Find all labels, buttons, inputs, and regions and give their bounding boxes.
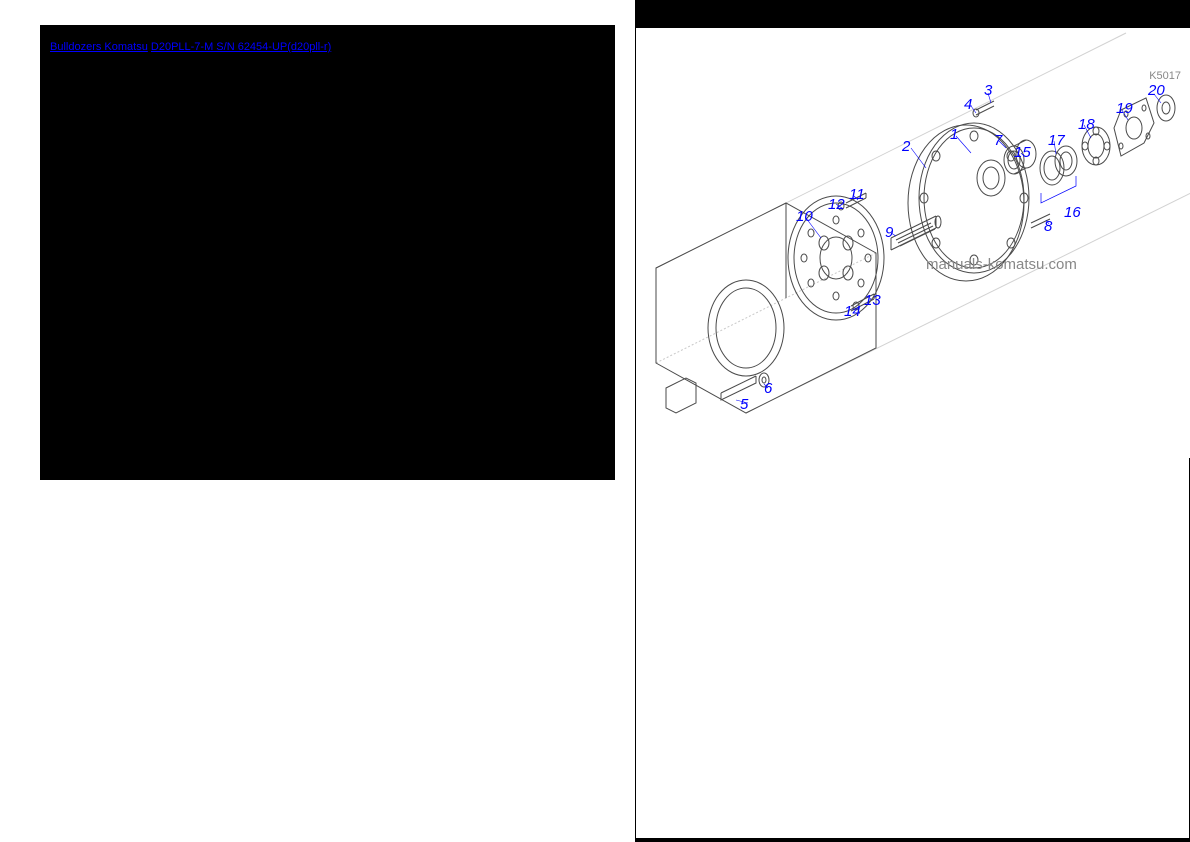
header-bar bbox=[636, 0, 1189, 28]
diagram-panel: K5017 bbox=[635, 0, 1190, 842]
callout-9: 9 bbox=[885, 224, 893, 241]
callout-12: 12 bbox=[828, 196, 845, 213]
callout-18: 18 bbox=[1078, 116, 1095, 133]
callout-5: 5 bbox=[740, 396, 748, 413]
watermark: manuals-komatsu.com bbox=[926, 256, 1077, 273]
callout-2: 2 bbox=[902, 138, 910, 155]
callout-7: 7 bbox=[994, 132, 1002, 149]
callout-6: 6 bbox=[764, 380, 772, 397]
callout-4: 4 bbox=[964, 96, 972, 113]
bottom-bar bbox=[636, 838, 1189, 842]
breadcrumb-link-2[interactable]: D20PLL-7-M S/N 62454-UP(d20pll-r) bbox=[151, 41, 331, 53]
callout-17: 17 bbox=[1048, 132, 1065, 149]
diagram-container: K5017 bbox=[636, 28, 1190, 458]
exploded-view-svg bbox=[636, 28, 1190, 458]
callout-13: 13 bbox=[864, 292, 881, 309]
callout-10: 10 bbox=[796, 208, 813, 225]
breadcrumb: Bulldozers Komatsu D20PLL-7-M S/N 62454-… bbox=[50, 40, 605, 55]
callout-11: 11 bbox=[849, 186, 865, 203]
callout-16: 16 bbox=[1064, 204, 1081, 221]
breadcrumb-panel: Bulldozers Komatsu D20PLL-7-M S/N 62454-… bbox=[40, 25, 615, 480]
callout-20: 20 bbox=[1148, 82, 1165, 99]
callout-15: 15 bbox=[1014, 144, 1031, 161]
callout-3: 3 bbox=[984, 82, 992, 99]
breadcrumb-link-1[interactable]: Bulldozers Komatsu bbox=[50, 41, 148, 53]
callout-8: 8 bbox=[1044, 218, 1052, 235]
callout-1: 1 bbox=[950, 126, 958, 143]
callout-19: 19 bbox=[1116, 100, 1133, 117]
callout-14: 14 bbox=[844, 303, 861, 320]
